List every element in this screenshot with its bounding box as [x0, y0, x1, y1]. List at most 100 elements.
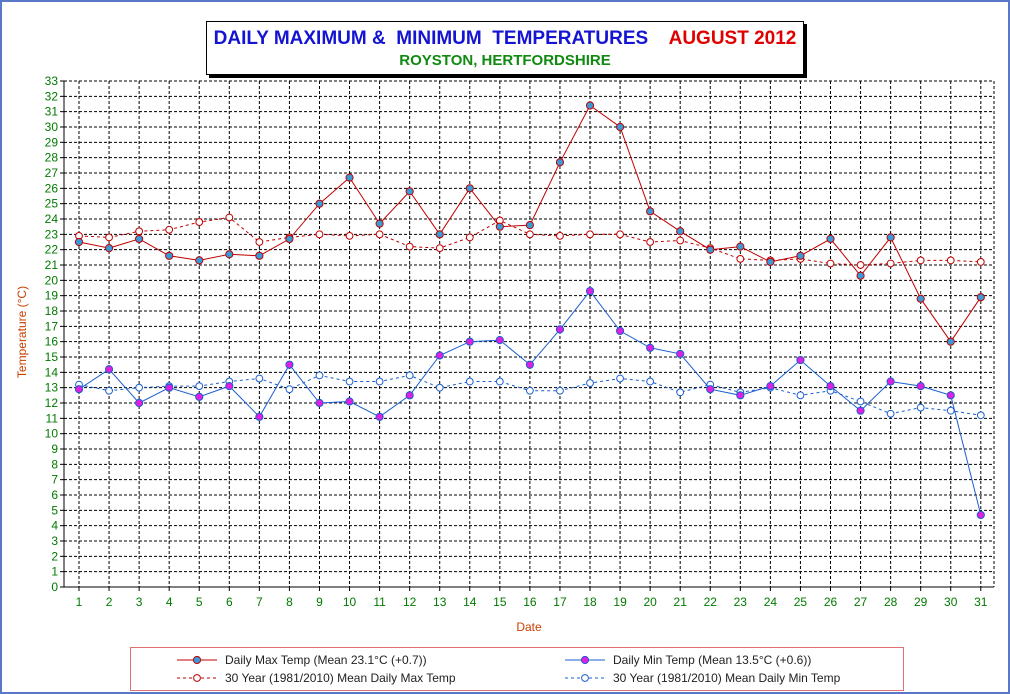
data-point-min-temp	[916, 382, 925, 391]
series-layer	[74, 101, 985, 520]
data-point-min-temp	[525, 360, 535, 369]
data-point-min-temp	[495, 336, 504, 345]
x-tick-label: 27	[854, 595, 868, 609]
x-tick-label: 12	[403, 595, 417, 609]
data-point-min-30yr	[135, 383, 144, 392]
y-tick-label: 5	[51, 503, 58, 517]
x-tick-label: 9	[316, 595, 323, 609]
data-point-min-temp	[375, 412, 384, 421]
data-point-min-30yr	[886, 409, 895, 418]
y-tick-label: 19	[45, 289, 59, 303]
y-tick-label: 33	[45, 74, 59, 88]
data-point-min-30yr	[435, 383, 444, 392]
y-tick-label: 6	[51, 488, 58, 502]
legend-swatch-max	[177, 655, 217, 664]
legend-swatch-min30	[565, 673, 605, 682]
data-point-min-temp	[946, 391, 955, 400]
data-point-max-temp	[375, 219, 384, 228]
data-point-min-30yr	[405, 371, 414, 380]
x-tick-label: 6	[226, 595, 233, 609]
data-point-max-temp	[946, 337, 955, 346]
legend-item-min30: 30 Year (1981/2010) Mean Daily Min Temp	[563, 670, 840, 685]
data-point-max-temp	[916, 294, 925, 303]
y-tick-label: 28	[45, 151, 59, 165]
y-tick-label: 1	[51, 565, 58, 579]
data-point-min-30yr	[495, 377, 504, 386]
legend-label-max30: 30 Year (1981/2010) Mean Daily Max Temp	[225, 670, 456, 685]
data-point-max-temp	[676, 227, 685, 236]
data-point-max-temp	[74, 237, 84, 247]
data-point-max-temp	[796, 251, 805, 260]
x-tick-label: 25	[794, 595, 808, 609]
y-tick-label: 22	[45, 243, 59, 257]
x-tick-label: 11	[373, 595, 386, 609]
data-point-min-temp	[405, 391, 414, 400]
data-point-min-30yr	[465, 377, 474, 386]
data-point-max-30yr	[616, 230, 624, 239]
x-tick-label: 26	[824, 595, 838, 609]
data-point-max-30yr	[255, 238, 264, 246]
data-point-min-temp	[646, 343, 655, 352]
y-tick-label: 29	[45, 135, 59, 149]
y-tick-label: 9	[51, 442, 58, 456]
y-tick-label: 21	[45, 258, 59, 272]
data-point-min-30yr	[105, 386, 113, 395]
y-tick-label: 10	[45, 427, 59, 441]
data-point-min-temp	[465, 337, 474, 346]
data-point-max-30yr	[856, 261, 865, 269]
x-tick-label: 10	[343, 595, 357, 609]
data-point-min-30yr	[285, 385, 294, 394]
legend-item-max: Daily Max Temp (Mean 23.1°C (+0.7))	[175, 652, 427, 667]
x-tick-label: 20	[643, 595, 657, 609]
data-point-max-temp	[255, 251, 264, 260]
data-point-min-temp	[315, 398, 324, 408]
data-point-min-temp	[435, 351, 444, 360]
x-tick-label: 19	[613, 595, 627, 609]
data-point-max-temp	[976, 293, 985, 302]
x-tick-label: 2	[106, 595, 113, 609]
y-tick-label: 17	[45, 319, 59, 333]
data-point-min-temp	[736, 391, 745, 400]
y-tick-label: 4	[51, 519, 58, 533]
data-point-min-temp	[195, 392, 204, 401]
data-point-max-30yr	[556, 231, 564, 240]
data-point-min-30yr	[946, 406, 955, 415]
y-tick-label: 11	[46, 411, 59, 425]
data-point-max-30yr	[916, 256, 925, 265]
x-tick-label: 1	[76, 595, 83, 609]
data-point-max-30yr	[526, 230, 534, 239]
data-point-max-temp	[315, 199, 324, 208]
data-point-max-30yr	[976, 258, 985, 266]
data-point-min-30yr	[345, 377, 354, 386]
x-tick-label: 28	[884, 595, 898, 609]
x-tick-label: 8	[286, 595, 293, 609]
data-point-max-30yr	[375, 230, 384, 239]
grid	[64, 80, 994, 588]
data-point-min-temp	[165, 383, 174, 392]
data-point-min-temp	[285, 360, 294, 369]
y-tick-label: 18	[45, 304, 59, 318]
y-tick-label: 8	[51, 457, 58, 471]
data-point-max-temp	[435, 230, 444, 239]
x-tick-label: 29	[914, 595, 928, 609]
data-point-min-temp	[345, 397, 354, 406]
data-point-max-temp	[225, 250, 234, 259]
y-tick-label: 2	[51, 549, 58, 563]
x-tick-label: 31	[974, 595, 988, 609]
data-point-max-temp	[465, 184, 474, 193]
data-point-max-temp	[195, 256, 204, 265]
data-point-max-30yr	[886, 259, 895, 268]
data-point-max-temp	[135, 234, 144, 244]
y-tick-label: 15	[45, 350, 59, 364]
data-point-max-temp	[525, 221, 535, 230]
data-point-max-30yr	[135, 227, 144, 236]
x-tick-label: 14	[463, 595, 477, 609]
data-point-min-temp	[74, 385, 84, 394]
legend-label-min: Daily Min Temp (Mean 13.5°C (+0.6))	[613, 652, 812, 667]
y-tick-label: 27	[45, 166, 59, 180]
data-point-min-temp	[856, 406, 865, 415]
chart-title: DAILY MAXIMUM & MINIMUM TEMPERATURES	[213, 28, 649, 49]
y-tick-label: 0	[51, 580, 58, 594]
y-tick-label: 30	[45, 120, 59, 134]
